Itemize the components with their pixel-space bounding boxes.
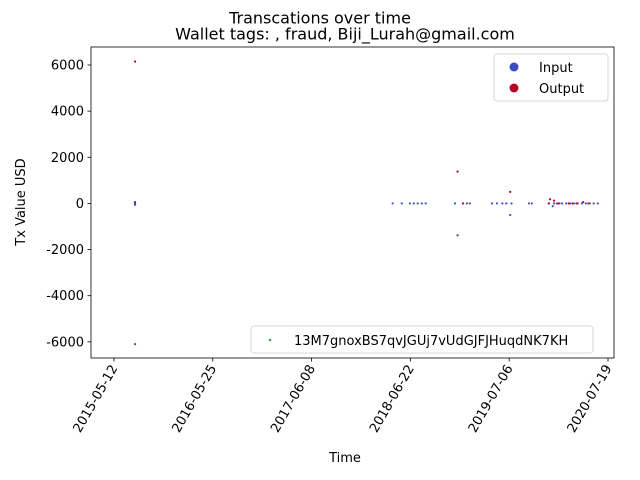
point-output	[587, 202, 590, 205]
point-input	[456, 234, 459, 237]
y-tick-label: 2000	[51, 151, 84, 166]
x-tick-label: 2016-05-25	[169, 363, 220, 436]
point-input	[551, 205, 554, 208]
x-tick-label: 2019-07-06	[466, 363, 517, 436]
point-output	[575, 202, 578, 205]
point-output	[552, 199, 556, 202]
point-input	[490, 202, 494, 205]
y-axis-label: Tx Value USD	[14, 158, 29, 246]
point-input	[400, 202, 403, 205]
point-input	[465, 202, 469, 205]
point-output	[461, 202, 465, 205]
legend-wallet-box	[250, 325, 594, 354]
point-input	[552, 202, 556, 205]
point-input	[505, 202, 508, 205]
x-tick-label: 2018-06-22	[367, 363, 418, 436]
point-output	[557, 202, 560, 205]
legend-direction: Input Output	[493, 53, 609, 102]
x-tick-label: 2015-05-12	[71, 363, 122, 436]
x-tick-label: 2020-07-19	[565, 363, 616, 436]
point-input	[412, 202, 415, 205]
point-input	[530, 202, 533, 205]
point-input	[592, 202, 595, 205]
legend-direction-box	[493, 53, 609, 102]
y-tick-label: 0	[76, 197, 84, 212]
point-output	[509, 190, 512, 193]
point-input	[495, 202, 499, 205]
point-output	[133, 60, 137, 63]
y-tick-label: -6000	[46, 335, 84, 350]
point-input	[468, 202, 471, 205]
x-axis-label: Time	[328, 451, 361, 466]
point-input	[424, 202, 427, 205]
legend-input-marker	[509, 62, 519, 72]
y-axis: -6000 -4000 -2000 0 2000 4000 6000	[46, 58, 91, 350]
legend-wallet: 13M7gnoxBS7qvJGUj7vUdGJFJHuqdNK7KH	[250, 325, 594, 354]
point-input	[133, 203, 137, 206]
point-input	[527, 202, 531, 205]
y-tick-label: -4000	[46, 289, 84, 304]
point-output	[567, 202, 570, 205]
point-output	[571, 202, 574, 205]
legend-input-label: Input	[539, 61, 573, 76]
point-input	[565, 202, 568, 205]
legend-wallet-marker	[268, 338, 272, 342]
legend-wallet-label: 13M7gnoxBS7qvJGUj7vUdGJFJHuqdNK7KH	[294, 334, 568, 349]
point-output	[582, 200, 585, 204]
chart-title: Transcations over time	[228, 9, 411, 28]
chart-subtitle: Wallet tags: , fraud, Biji_Lurah@gmail.c…	[175, 25, 515, 45]
point-input	[133, 343, 137, 346]
y-tick-label: -2000	[46, 243, 84, 258]
point-output	[133, 200, 137, 204]
point-output	[547, 202, 550, 205]
x-tick-label: 2017-06-08	[268, 363, 319, 436]
legend-output-marker	[509, 83, 519, 93]
point-input	[509, 213, 512, 217]
y-tick-label: 4000	[51, 105, 84, 120]
plot-frame	[90, 46, 615, 359]
point-input	[501, 202, 504, 205]
point-input	[561, 202, 564, 205]
point-input	[416, 202, 419, 205]
point-input	[420, 202, 423, 205]
scatter-points	[133, 60, 599, 346]
point-input	[391, 202, 394, 205]
point-output	[549, 198, 552, 201]
point-output	[456, 170, 459, 173]
y-tick-label: 6000	[51, 58, 84, 73]
legend-output-label: Output	[539, 82, 584, 97]
point-input	[584, 202, 587, 205]
point-input	[510, 202, 513, 205]
point-input	[580, 202, 584, 205]
point-input	[408, 202, 411, 205]
point-input	[596, 202, 599, 205]
point-input	[453, 202, 457, 205]
x-axis: 2015-05-12 2016-05-25 2017-06-08 2018-06-22…	[71, 358, 616, 436]
